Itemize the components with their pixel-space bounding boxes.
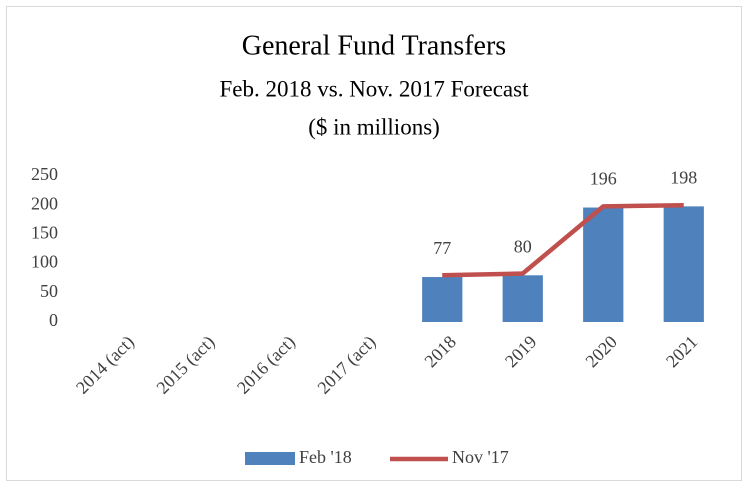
bar [663, 206, 704, 322]
y-tick-label: 200 [31, 193, 58, 213]
legend-label: Feb '18 [299, 447, 352, 467]
bar [422, 277, 463, 322]
y-tick-label: 250 [31, 164, 58, 184]
bar [583, 207, 624, 322]
y-tick-label: 150 [31, 223, 58, 243]
data-label: 80 [514, 236, 532, 256]
data-label: 198 [670, 167, 697, 187]
bar [502, 275, 543, 322]
y-tick-label: 100 [31, 252, 58, 272]
y-tick-label: 0 [49, 310, 58, 330]
chart-subtitle: Feb. 2018 vs. Nov. 2017 Forecast [220, 76, 530, 101]
y-tick-label: 50 [40, 281, 58, 301]
data-label: 196 [590, 169, 617, 189]
data-label: 77 [433, 238, 451, 258]
chart-title: General Fund Transfers [242, 30, 506, 61]
legend-swatch [245, 452, 295, 465]
line [442, 202, 684, 278]
legend-label: Nov '17 [452, 447, 509, 467]
chart-note: ($ in millions) [308, 114, 440, 139]
